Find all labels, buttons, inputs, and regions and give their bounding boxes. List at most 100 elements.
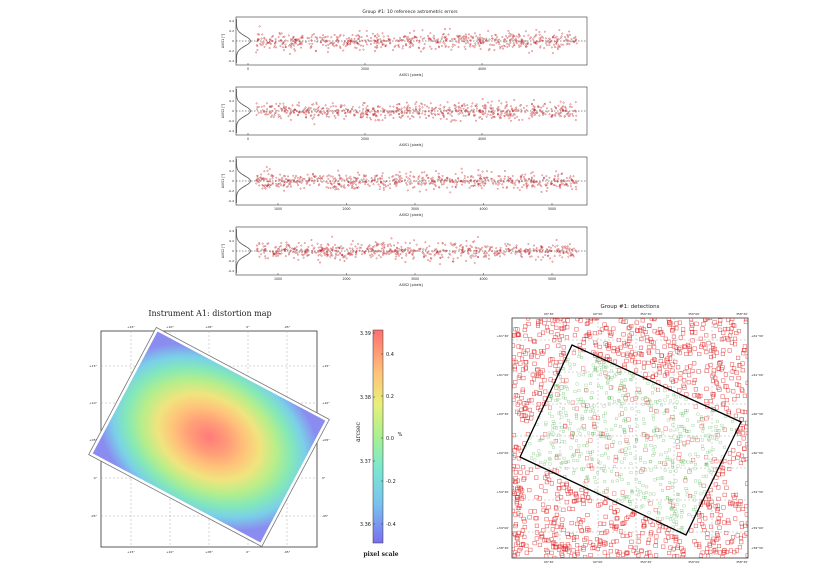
- detection-marker-green: [552, 432, 556, 436]
- detection-marker-red: [671, 547, 676, 552]
- detection-marker-red: [703, 516, 708, 521]
- residual-point: [321, 36, 324, 39]
- residual-point: [545, 175, 548, 178]
- detection-marker-red: [708, 399, 713, 404]
- detection-marker-green: [682, 428, 686, 432]
- detection-marker-green: [572, 471, 575, 475]
- residual-point: [331, 43, 334, 46]
- x-tick-label: 2000: [361, 137, 369, 141]
- residual-point: [269, 250, 272, 253]
- detection-marker-red: [681, 552, 686, 557]
- detection-marker-green: [661, 476, 665, 480]
- residual-point: [353, 113, 356, 116]
- residual-point: [442, 183, 445, 185]
- detection-marker-green: [550, 442, 554, 446]
- residual-point: [438, 186, 441, 189]
- residual-point: [531, 184, 534, 187]
- detection-marker-green: [598, 373, 602, 377]
- detection-marker-red: [738, 499, 743, 504]
- residual-point: [498, 115, 501, 118]
- residual-point: [334, 256, 337, 259]
- detection-marker-green: [591, 409, 595, 413]
- residual-point: [535, 40, 538, 43]
- detection-marker-red: [707, 543, 712, 548]
- detection-marker-green: [652, 428, 656, 432]
- residual-point: [423, 37, 426, 40]
- residual-point: [266, 169, 269, 172]
- residual-point: [488, 257, 490, 260]
- residual-point: [561, 245, 564, 248]
- residual-point: [321, 112, 324, 115]
- detection-marker-red: [585, 321, 590, 326]
- residual-point: [442, 32, 445, 35]
- residual-point: [569, 182, 572, 185]
- residual-point: [306, 254, 309, 257]
- residual-point: [334, 180, 336, 183]
- residual-point: [405, 252, 408, 255]
- residual-point: [405, 44, 408, 47]
- detection-marker-green: [606, 433, 609, 436]
- residual-point: [382, 109, 385, 112]
- residual-point: [307, 111, 310, 114]
- residual-point: [399, 177, 402, 180]
- residual-point: [458, 41, 461, 44]
- detection-marker-red: [645, 335, 650, 340]
- detection-marker-green: [662, 411, 666, 415]
- detection-marker-red: [729, 376, 734, 381]
- residual-point: [486, 176, 489, 179]
- residual-point: [481, 105, 484, 108]
- residual-point: [454, 243, 456, 246]
- residual-point: [509, 34, 512, 37]
- residual-point: [298, 104, 300, 107]
- detection-marker-green: [568, 427, 571, 431]
- detection-marker-red: [666, 527, 671, 532]
- detection-marker-red: [588, 540, 593, 545]
- detection-marker-red: [711, 536, 716, 541]
- detection-marker-green: [671, 486, 674, 489]
- residual-point: [548, 41, 551, 44]
- residual-point: [431, 250, 434, 253]
- detection-marker-red: [614, 539, 619, 544]
- residual-point: [432, 34, 435, 37]
- residual-point: [569, 33, 571, 36]
- detection-marker-green: [565, 360, 569, 364]
- residual-point: [512, 186, 515, 189]
- detection-marker-red: [705, 535, 710, 540]
- residual-point: [332, 186, 335, 189]
- residual-point: [256, 40, 259, 43]
- residual-point: [316, 242, 319, 245]
- residual-point: [303, 187, 306, 189]
- residual-point: [343, 260, 346, 262]
- residual-point: [287, 175, 289, 178]
- detection-marker-red: [712, 457, 717, 462]
- residual-point: [273, 44, 276, 47]
- residual-point: [351, 180, 354, 183]
- residual-point: [561, 249, 564, 252]
- residual-point: [459, 107, 462, 110]
- residual-point: [475, 247, 478, 249]
- detection-marker-green: [548, 462, 552, 466]
- detection-marker-red: [698, 336, 703, 341]
- detection-marker-green: [705, 463, 709, 467]
- residual-point: [312, 182, 315, 185]
- x-tick-label: 4000: [478, 67, 486, 71]
- detection-marker-green: [697, 479, 701, 483]
- detection-marker-red: [640, 318, 645, 323]
- residual-point: [255, 179, 258, 182]
- residual-point: [452, 257, 455, 260]
- residual-point: [460, 254, 463, 257]
- residual-point: [416, 249, 419, 252]
- residual-point: [382, 182, 385, 185]
- detection-marker-red: [638, 352, 644, 357]
- residual-point: [381, 119, 384, 122]
- residual-point: [376, 40, 379, 43]
- residual-point: [392, 175, 395, 178]
- detection-marker-green: [707, 469, 711, 473]
- dec-tick-label: +10°: [89, 401, 97, 405]
- residual-point: [347, 183, 349, 186]
- residual-point: [523, 178, 526, 180]
- detection-marker-red: [712, 320, 717, 325]
- detection-marker-green: [572, 458, 576, 462]
- detection-marker-green: [594, 427, 597, 431]
- residual-point: [561, 110, 564, 112]
